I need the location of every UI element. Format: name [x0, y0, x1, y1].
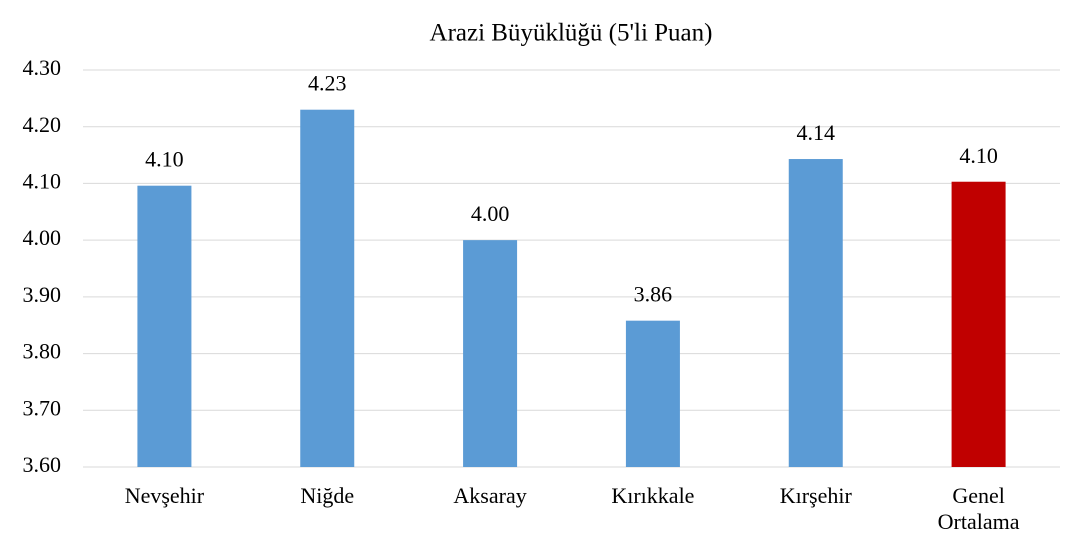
data-label: 4.00	[471, 201, 510, 226]
x-tick-label: Genel Ortalama	[937, 483, 1020, 534]
data-label: 4.10	[959, 143, 998, 168]
y-tick-label: 3.70	[23, 395, 62, 420]
data-label: 4.23	[308, 71, 347, 96]
x-tick-label: Kırıkkale	[611, 483, 695, 508]
bar	[788, 159, 843, 467]
y-tick-label: 4.00	[23, 225, 62, 250]
bar	[625, 320, 680, 467]
data-label: 3.86	[634, 282, 673, 307]
bar	[463, 240, 518, 467]
y-tick-label: 3.80	[23, 339, 62, 364]
y-tick-label: 4.10	[23, 168, 62, 193]
bar	[137, 185, 192, 467]
y-tick-label: 4.20	[23, 112, 62, 137]
x-tick-label: Kırşehir	[779, 483, 852, 508]
bar	[300, 109, 355, 467]
data-label: 4.14	[797, 120, 836, 145]
chart-title: Arazi Büyüklüğü (5'li Puan)	[430, 20, 713, 47]
y-tick-label: 3.90	[23, 282, 62, 307]
y-tick-label: 4.30	[23, 55, 62, 80]
y-tick-label: 3.60	[23, 452, 62, 477]
data-label: 4.10	[145, 147, 184, 172]
bar	[951, 181, 1006, 467]
x-tick-label: Nevşehir	[124, 483, 205, 508]
x-tick-label: Niğde	[300, 483, 355, 508]
x-tick-label: Aksaray	[453, 483, 527, 508]
